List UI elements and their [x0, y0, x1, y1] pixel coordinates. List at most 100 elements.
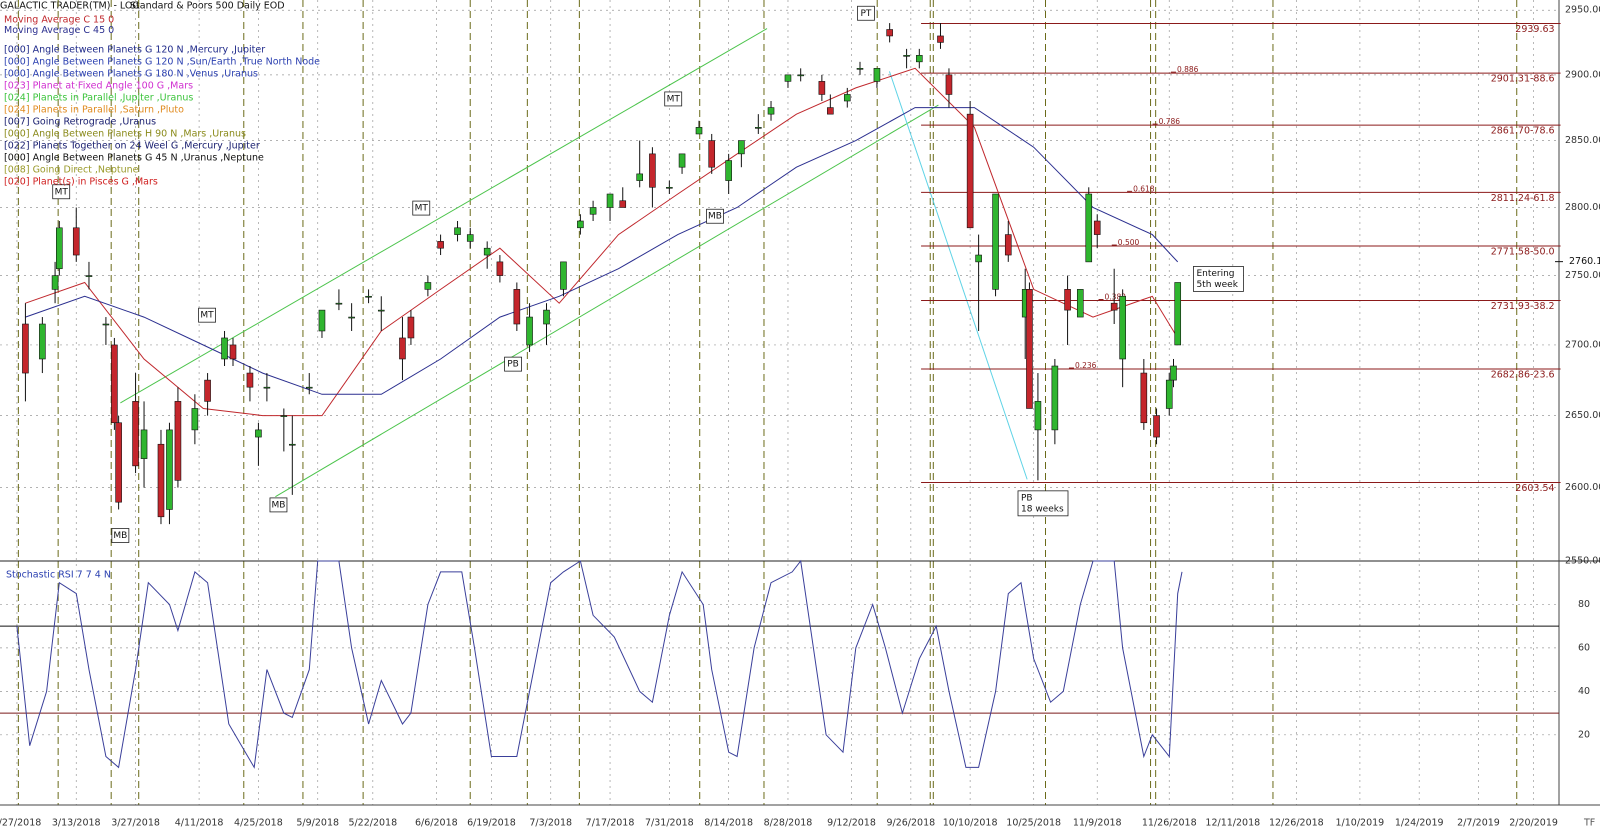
candle-body [377, 309, 385, 312]
legend-label: [000] Angle Between Planets H 90 N ,Mars… [4, 129, 246, 140]
annotation-box [706, 208, 724, 224]
annotation-text: Entering [1196, 269, 1234, 279]
y-tick-label: 2750.00 [1565, 270, 1600, 281]
fib-label: 2603.54 [1515, 483, 1554, 494]
annotation-text: PB [1021, 493, 1033, 503]
candle-body [1093, 220, 1101, 235]
candle-body [526, 316, 533, 346]
x-tick-label: 8/28/2018 [764, 818, 813, 829]
annotation-text: MB [113, 531, 127, 541]
fib-label: 2731.93-38.2 [1491, 301, 1555, 312]
channel-line [275, 104, 939, 498]
x-tick-label: 10/25/2018 [1006, 818, 1061, 829]
candle-body [577, 220, 584, 229]
candle-body [132, 401, 139, 467]
candle-body [589, 207, 597, 215]
candle-body [1153, 415, 1160, 438]
candle-body [843, 94, 851, 102]
candle-body [1170, 365, 1177, 381]
annotation-text: PB [507, 360, 519, 370]
x-tick-label: 7/17/2018 [586, 818, 635, 829]
legend-label: Moving Average C 45 0 [4, 25, 114, 36]
legend-label: [000] Angle Between Planets G 45 N ,Uran… [4, 153, 264, 164]
candle-body [1174, 282, 1182, 346]
legend-label: [023] Planet at Fixed Angle 100 G ,Mars [4, 81, 193, 92]
candle-body [767, 107, 775, 115]
annotation-box [111, 528, 130, 543]
legend-label: [022] Planets Together on 24 Weel G ,Mer… [4, 141, 260, 152]
y-tick-label: 2900.00 [1565, 69, 1600, 80]
x-tick-label: 3/13/2018 [52, 818, 101, 829]
candle-body [1004, 234, 1012, 256]
y-tick-label: 2800.00 [1565, 202, 1600, 213]
candle-body [1085, 193, 1093, 263]
candle-body [424, 282, 432, 290]
annotation-text: 18 weeks [1021, 504, 1064, 514]
candle-body [966, 113, 974, 229]
y-tick-label: 20 [1578, 729, 1590, 740]
candle-body [140, 429, 148, 459]
candle-body [856, 68, 864, 70]
candle-body [399, 337, 406, 360]
candle-body [348, 316, 355, 319]
annotation-text: MT [415, 204, 429, 214]
x-tick-label: 6/19/2018 [467, 818, 516, 829]
candle-body [1165, 379, 1173, 409]
x-tick-label: 12/11/2018 [1205, 818, 1260, 829]
candle-body [738, 140, 745, 155]
legend-label: [007] Going Retrograde ,Uranus [4, 117, 156, 128]
candle-body [204, 379, 211, 402]
candle-body [666, 186, 673, 189]
candle-body [102, 323, 110, 326]
candle-body [560, 261, 567, 290]
candle-body [992, 193, 999, 290]
legend-label: [020] Planet(s) in Pisces G ,Mars [4, 177, 158, 188]
candle-body [191, 408, 199, 431]
candle-body [255, 429, 262, 438]
candle-body [407, 316, 415, 339]
candle-body [483, 247, 491, 256]
annotation-box [857, 5, 875, 21]
annotation-text: PT [861, 9, 872, 19]
candle-body [1140, 372, 1148, 424]
candle-body [229, 344, 237, 360]
candle-body [695, 127, 703, 135]
fib-ratio-label: 0.382 [1105, 293, 1127, 302]
fib-label: 2939.63 [1515, 24, 1554, 35]
legend-label: [000] Angle Between Planets G 180 N ,Ven… [4, 69, 258, 80]
x-tick-label: 11/26/2018 [1142, 818, 1197, 829]
x-tick-label: 5/22/2018 [348, 818, 397, 829]
candle-body [166, 429, 173, 510]
x-tick-label: 10/10/2018 [943, 818, 998, 829]
candle-body [335, 302, 343, 305]
fib-ratio-label: 0.886 [1177, 65, 1199, 74]
fib-ratio-label: 0.500 [1118, 238, 1140, 247]
candle-body [619, 200, 627, 208]
y-tick-label: 2950.00 [1565, 5, 1600, 16]
x-tick-label: 6/6/2018 [415, 818, 458, 829]
fib-label: 2811.24-61.8 [1491, 193, 1555, 204]
x-tick-label: 4/11/2018 [175, 818, 224, 829]
candle-body [945, 74, 953, 95]
candle-body [72, 227, 80, 256]
legend-label: [008] Going Direct ,Neptune [4, 165, 139, 176]
candle-body [903, 55, 910, 57]
annotation-text: MT [55, 187, 69, 197]
candle-body [827, 107, 834, 115]
candle-body [755, 127, 762, 129]
y-tick-label: 2600.00 [1565, 482, 1600, 493]
y-tick-label: 2650.00 [1565, 410, 1600, 421]
candle-body [39, 323, 46, 360]
chart-title: GALACTIC TRADER(TM) - LOG [0, 1, 140, 12]
candle-body [1051, 365, 1059, 431]
annotation-box [412, 200, 431, 216]
fib-label: 2861.70-78.6 [1491, 126, 1555, 137]
candle-body [1110, 302, 1118, 311]
x-tick-label: 5/9/2018 [296, 818, 339, 829]
candle-body [221, 337, 228, 360]
trend-line [888, 71, 1028, 480]
candle-body [280, 415, 288, 417]
candle-body [916, 55, 923, 63]
candle-body [678, 153, 686, 168]
corner-label: TF [1583, 818, 1595, 829]
